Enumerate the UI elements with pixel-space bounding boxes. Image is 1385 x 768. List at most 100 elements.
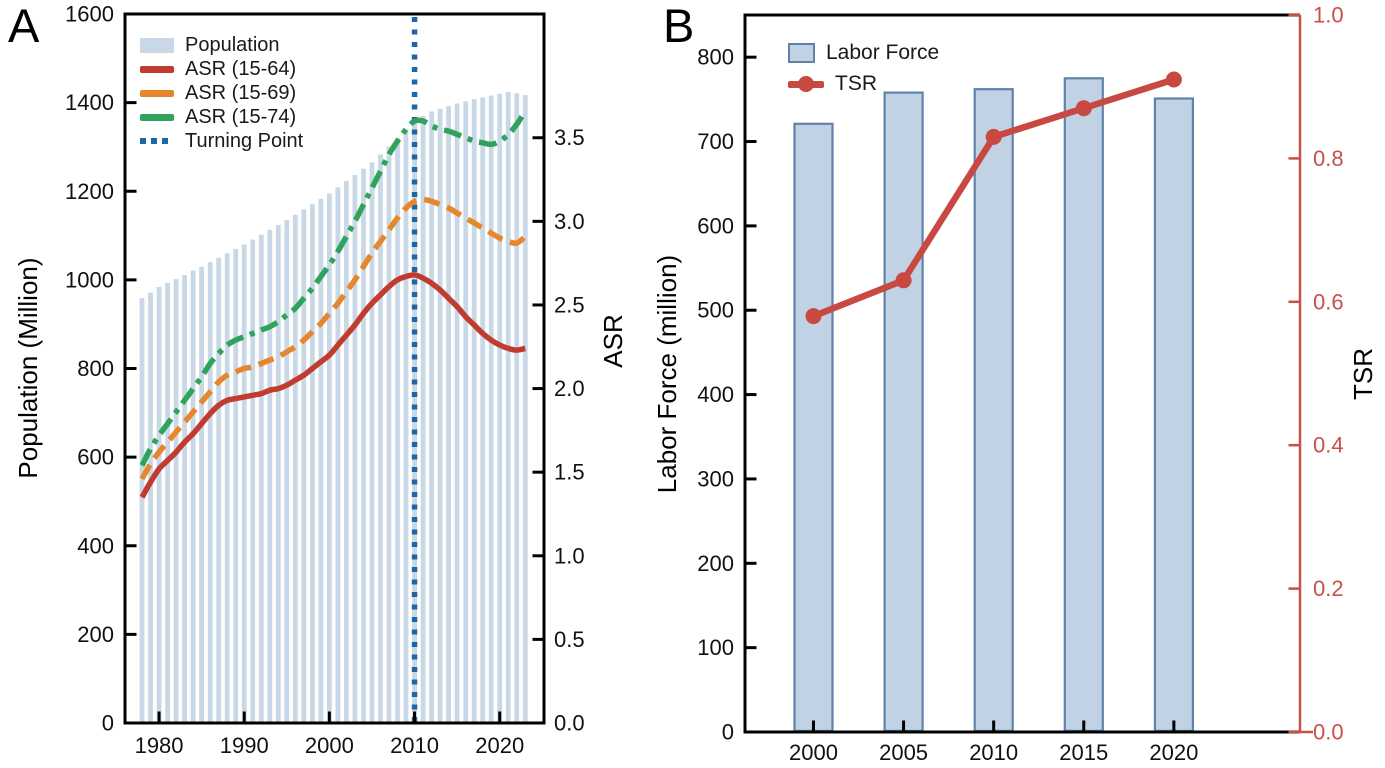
y-tick-label-right: 1.0: [1313, 3, 1344, 28]
x-tick-label: 2015: [1059, 740, 1108, 765]
population-bar-2016: [463, 101, 469, 724]
y-tick-label-right: 2.5: [554, 292, 585, 317]
population-bar-2009: [403, 129, 409, 723]
population-bar-2005: [369, 162, 375, 723]
population-bar-1986: [207, 262, 213, 723]
legend-label: TSR: [835, 71, 877, 95]
population-bar-1989: [233, 248, 239, 723]
panel-b-spines-left-top: [743, 13, 1300, 732]
population-bar-2006: [378, 154, 383, 723]
legend-label: ASR (15-64): [185, 57, 297, 80]
y-tick-label-left: 800: [77, 356, 114, 381]
x-tick-label: 2005: [879, 740, 928, 765]
population-bar-2014: [446, 106, 451, 723]
y-tick-label-left: 0: [102, 711, 114, 736]
population-bar-2007: [386, 146, 392, 723]
population-bar-1995: [284, 220, 290, 723]
legend-item-asr-15-74: ASR (15-74): [140, 105, 303, 129]
x-tick-label: 2020: [475, 733, 524, 758]
population-bar-1978: [139, 298, 145, 723]
panel-b-letter: B: [663, 0, 695, 52]
population-bar-1997: [301, 209, 307, 723]
y-tick-label-left: 1600: [65, 2, 114, 27]
y-tick-label-left: 300: [697, 466, 734, 491]
y-tick-label-left: 800: [697, 45, 734, 70]
population-bar-1993: [267, 229, 273, 724]
population-bar-2002: [344, 181, 349, 724]
population-bar-1979: [148, 292, 153, 723]
population-bar-2021: [505, 92, 511, 723]
x-tick-label: 2000: [305, 733, 354, 758]
population-bar-2001: [335, 187, 341, 724]
population-bar-1990: [241, 244, 247, 723]
x-tick-label: 2020: [1149, 740, 1198, 765]
y-tick-label-right: 0.4: [1313, 433, 1344, 458]
y-tick-label-right: 0.6: [1313, 289, 1344, 314]
y-tick-label-right: 3.0: [554, 209, 585, 234]
x-tick-label: 1980: [135, 733, 184, 758]
line-asr-15-64-: [139, 272, 526, 499]
panel-b-spine-right-red: [1298, 15, 1313, 734]
y-tick-label-right: 0.5: [554, 627, 585, 652]
population-bar-2004: [361, 168, 366, 723]
y-tick-label-right: 0.2: [1313, 576, 1344, 601]
asr-15-64-swatch: [140, 65, 174, 73]
panel-a-letter: A: [8, 0, 40, 52]
axis-label-labor-force: Labor Force (million): [652, 254, 682, 494]
tsr-marker-2000: [805, 308, 822, 325]
population-bar-1981: [165, 283, 170, 723]
population-bar-2000: [327, 193, 332, 723]
population-swatch: [140, 37, 174, 53]
population-bar-1988: [224, 253, 230, 724]
y-tick-label-left: 500: [697, 298, 734, 323]
y-tick-label-left: 1400: [65, 90, 114, 115]
population-bar-1982: [173, 279, 179, 723]
labor-force-bar-2000: [793, 122, 834, 732]
population-bar-2018: [480, 97, 486, 724]
legend-item-asr-15-64: ASR (15-64): [140, 57, 303, 81]
y-tick-label-left: 400: [77, 533, 114, 558]
labor-force-bar-2015: [1063, 77, 1104, 732]
asr-15-74-swatch: [140, 113, 174, 121]
legend-item-labor-force: Labor Force: [788, 37, 939, 68]
legend-label: ASR (15-74): [185, 105, 297, 128]
y-tick-label-left: 600: [697, 213, 734, 238]
x-tick-label: 2000: [789, 740, 838, 765]
x-tick-label: 2010: [969, 740, 1018, 765]
population-bar-2008: [395, 138, 400, 724]
legend-panel-b: Labor Force TSR: [788, 37, 939, 99]
y-tick-label-left: 1200: [65, 179, 114, 204]
population-bar-2015: [454, 103, 460, 723]
legend-item-asr-15-69: ASR (15-69): [140, 81, 303, 105]
turning-point-swatch: [140, 138, 174, 144]
population-bar-1999: [318, 198, 324, 724]
population-bar-2022: [514, 93, 520, 724]
population-bar-1994: [275, 224, 281, 723]
y-tick-label-right: 1.5: [554, 460, 585, 485]
tsr-marker-2015: [1075, 100, 1092, 117]
y-tick-label-right: 2.0: [554, 376, 585, 401]
population-bar-1983: [182, 275, 187, 723]
legend-label: Labor Force: [826, 40, 940, 64]
population-bar-2020: [497, 93, 503, 724]
labor-force-bar-2020: [1153, 97, 1195, 733]
y-tick-label-left: 200: [77, 622, 114, 647]
y-tick-label-left: 700: [697, 129, 734, 154]
population-bar-1984: [190, 270, 196, 723]
y-tick-label-right: 0.0: [1313, 720, 1344, 745]
line-asr-15-69-: [139, 196, 528, 481]
population-bar-1992: [258, 234, 264, 723]
y-tick-label-right: 0.0: [554, 711, 585, 736]
asr-15-69-swatch: [140, 89, 174, 97]
y-tick-label-left: 0: [722, 720, 734, 745]
line-asr-15-74-: [139, 109, 528, 467]
population-bar-1980: [156, 287, 162, 723]
tsr-marker-2020: [1165, 71, 1182, 88]
population-bar-1996: [292, 214, 298, 723]
population-bar-2012: [429, 111, 434, 723]
y-tick-label-right: 1.0: [554, 543, 585, 568]
population-bar-2011: [420, 115, 426, 723]
population-bar-2023: [522, 95, 528, 724]
y-tick-label-right: 0.8: [1313, 146, 1344, 171]
y-tick-label-left: 100: [697, 635, 734, 660]
